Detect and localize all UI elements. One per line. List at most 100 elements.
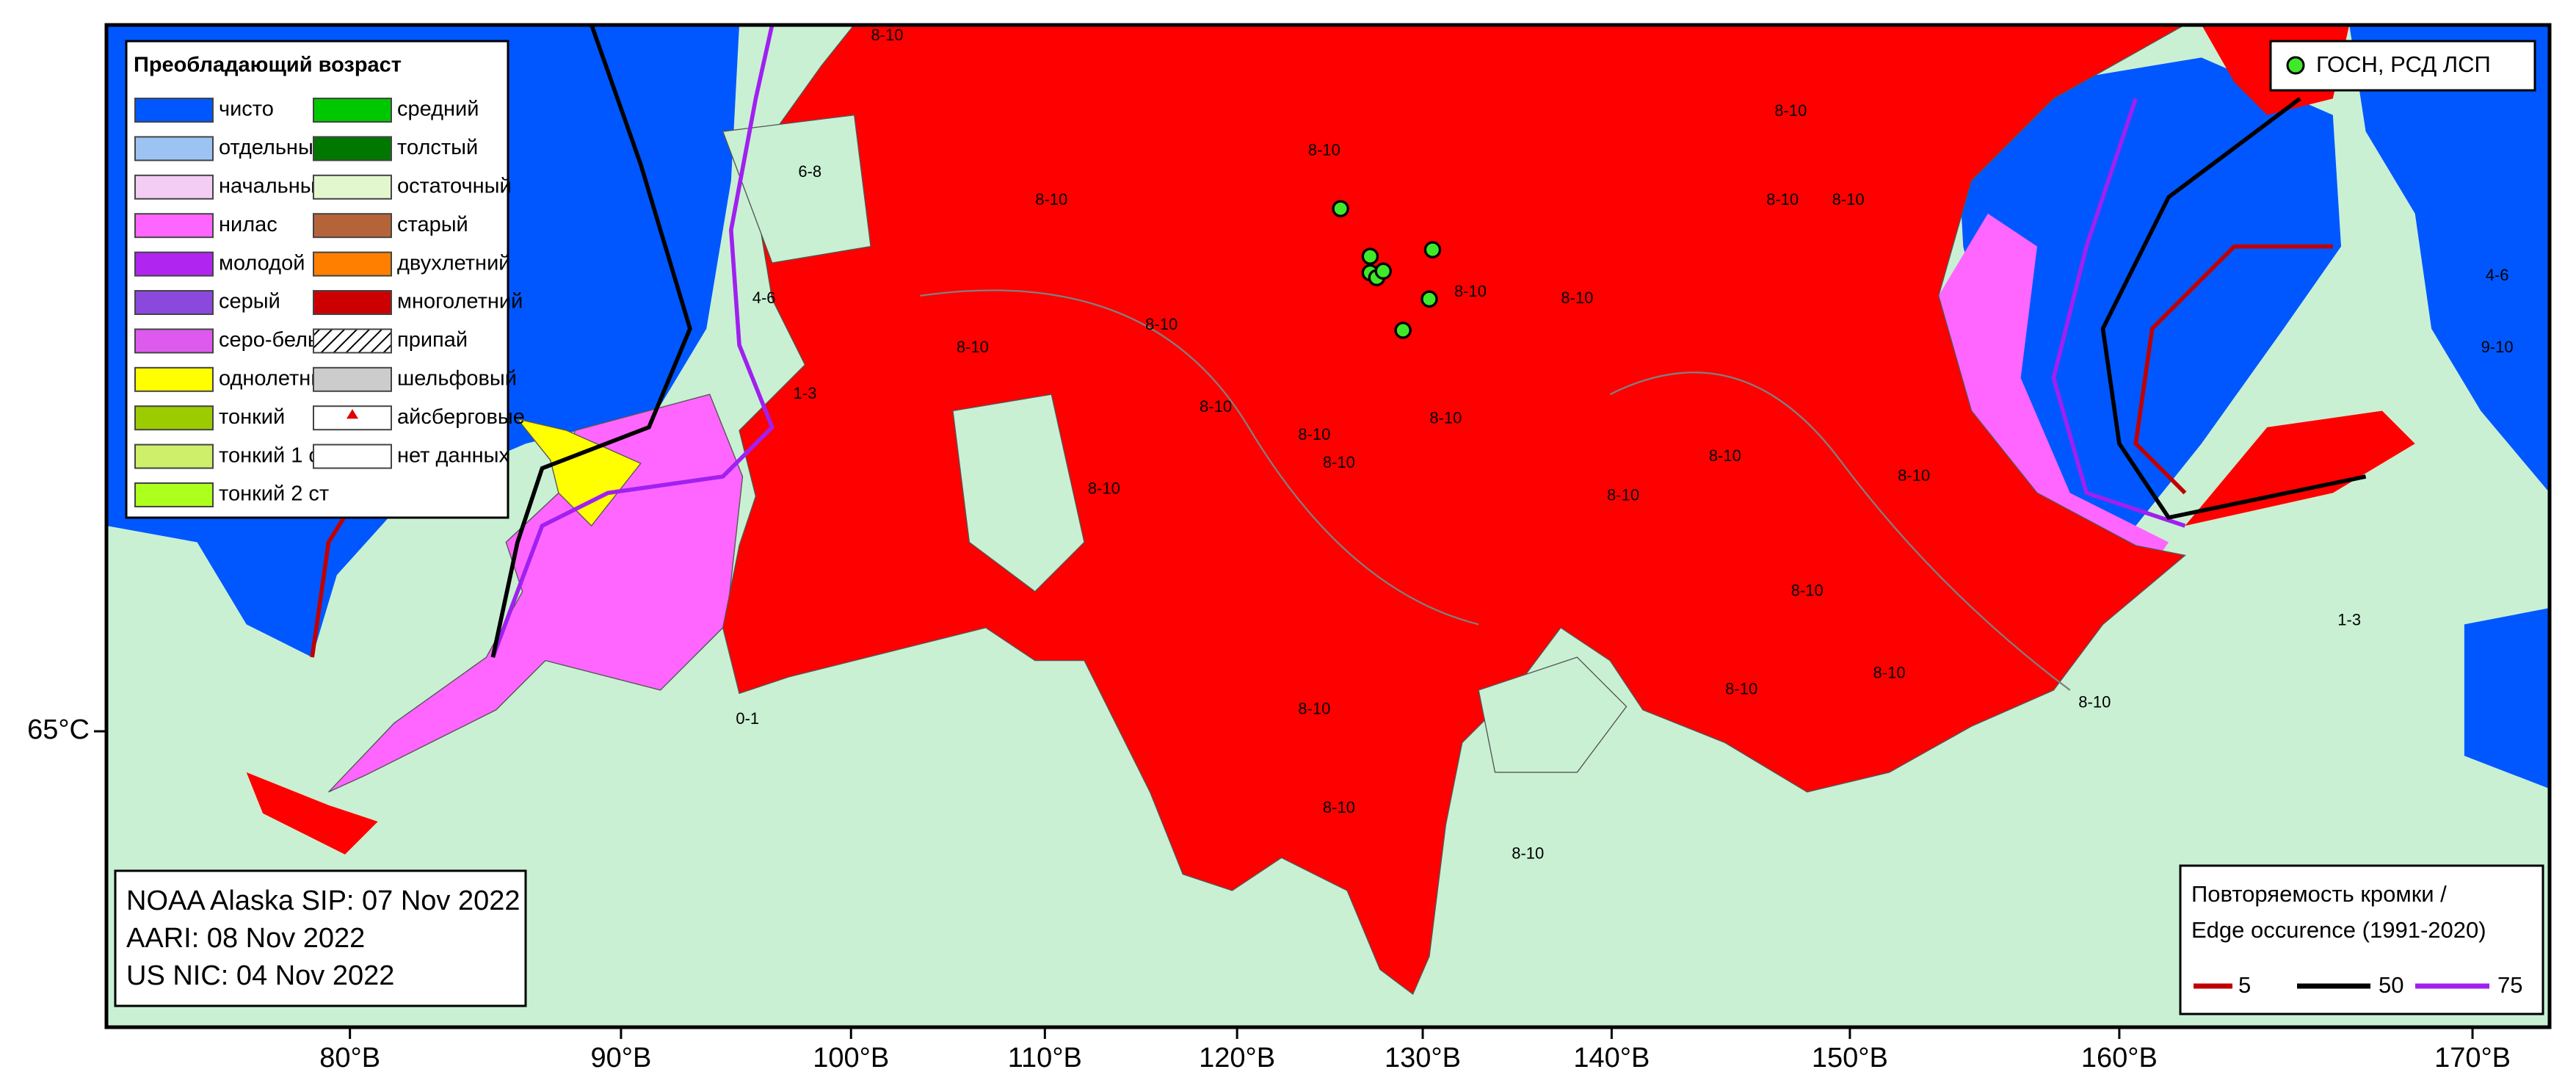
legend-label: отдельные <box>219 136 325 159</box>
legend-swatch <box>134 443 214 469</box>
legend-label: тонкий <box>219 405 285 429</box>
legend-swatch <box>134 366 214 392</box>
legend-swatch <box>134 174 214 200</box>
ice-label: 8-10 <box>1308 141 1340 159</box>
ice-label: 8-10 <box>1791 581 1824 599</box>
ice-label: 8-10 <box>1145 315 1178 333</box>
ice-label: 0-1 <box>736 709 759 728</box>
legend-label: старый <box>397 213 468 236</box>
ice-label: 8-10 <box>1454 282 1487 300</box>
legend-label: чисто <box>219 98 274 121</box>
open-water <box>2349 24 2550 493</box>
map-frame <box>104 23 2552 1029</box>
info-box: NOAA Alaska SIP: 07 Nov 2022 AARI: 08 Nov… <box>114 869 527 1007</box>
legend-label: ГОСН, РСД ЛСП <box>2316 51 2491 77</box>
legend-label: шельфовый <box>397 366 517 390</box>
lon-label: 140°В <box>1573 1043 1650 1073</box>
legend-label: начальные <box>219 174 327 198</box>
legend-swatch <box>313 213 392 239</box>
legend-label: 50 <box>2379 972 2403 998</box>
edge-legend-title: Повторяемость кромки / <box>2191 881 2447 907</box>
legend-swatch <box>134 98 214 123</box>
ice-label: 9-10 <box>2481 338 2514 356</box>
island <box>722 114 871 264</box>
station <box>1332 200 1349 217</box>
info-line: AARI: 08 Nov 2022 <box>126 923 365 954</box>
island <box>952 394 1085 593</box>
ice-label: 4-6 <box>752 289 776 307</box>
station <box>1361 247 1379 265</box>
legend-label: средний <box>397 98 479 121</box>
edge-line-75 <box>490 24 775 659</box>
lon-label: 150°В <box>1812 1043 1888 1073</box>
legend-label: серый <box>219 290 280 314</box>
info-line: NOAA Alaska SIP: 07 Nov 2022 <box>126 885 520 916</box>
legend-label: тонкий 2 ст <box>219 482 329 506</box>
station <box>1394 322 1412 339</box>
ice-label: 8-10 <box>1323 453 1355 471</box>
ice-label: 8-10 <box>1774 101 1807 120</box>
ice-label: 4-6 <box>2486 266 2509 284</box>
station <box>1421 290 1438 308</box>
legend-swatch <box>313 328 392 354</box>
legend-swatch <box>313 98 392 123</box>
station <box>1423 241 1442 258</box>
ice-labels: 8-10 8-10 8-10 8-10 8-10 8-10 8-10 8-10 8-10 8-10… <box>736 26 2513 862</box>
edge-line-75 <box>2051 98 2186 528</box>
legend-swatch <box>313 251 392 277</box>
ice-label: 8-10 <box>1766 190 1799 209</box>
legend-swatch <box>134 213 214 239</box>
ice-label: 8-10 <box>1607 486 1639 504</box>
legend-title: Преобладающий возраст <box>134 54 402 77</box>
ice-label: 8-10 <box>2078 693 2111 711</box>
legend-label: нилас <box>219 213 277 236</box>
ice-label: 8-10 <box>1429 408 1462 427</box>
ice-label: 8-10 <box>1873 663 1906 681</box>
legend-box <box>2269 40 2536 92</box>
legend-label: тонкий 1 ст <box>219 443 329 467</box>
ice-label: 8-10 <box>1323 798 1355 816</box>
lon-label: 100°В <box>813 1043 889 1073</box>
legend-swatch <box>313 174 392 200</box>
edge-legend: Повторяемость кромки / Edge occurence (19… <box>2179 864 2544 1015</box>
ice-label: 6-8 <box>798 162 821 181</box>
open-water <box>2464 608 2550 789</box>
lon-label: 110°В <box>1008 1043 1082 1073</box>
ice-label: 8-10 <box>1725 680 1757 698</box>
info-line: US NIC: 04 Nov 2022 <box>126 960 394 991</box>
ice-label: 8-10 <box>1298 425 1330 443</box>
ice-label: 8-10 <box>1298 700 1330 718</box>
legend-label: двухлетний <box>397 251 510 275</box>
ice-label: 8-10 <box>1898 466 1930 485</box>
stations <box>1332 200 1442 339</box>
isobath <box>920 289 1479 626</box>
legend-label: остаточный <box>397 174 512 198</box>
legend-label: припай <box>397 328 468 352</box>
lat-label: 65°С <box>27 714 90 745</box>
ice-label: 8-10 <box>1200 397 1232 416</box>
legend-swatch <box>313 290 392 315</box>
edge-line-5 <box>2133 244 2333 495</box>
legend-label: 75 <box>2497 972 2522 998</box>
ice-label: 8-10 <box>1512 844 1544 863</box>
nilas-area <box>1938 213 2169 592</box>
legend-box <box>2179 864 2544 1015</box>
edge-line-50 <box>490 24 692 658</box>
legend-label: многолетний <box>397 290 523 314</box>
legend-swatch <box>313 443 392 469</box>
legend-label: 5 <box>2238 972 2251 998</box>
lon-label: 160°В <box>2081 1043 2158 1073</box>
legend-swatch <box>134 251 214 277</box>
legend-swatch <box>313 136 392 162</box>
legend-swatch <box>134 328 214 354</box>
multi-year-ice <box>722 24 2186 995</box>
legend-swatch <box>313 366 392 392</box>
stations-legend: ГОСН, РСД ЛСП <box>2269 40 2536 92</box>
info-frame <box>114 869 527 1007</box>
lon-label: 170°В <box>2434 1043 2511 1073</box>
lon-label: 90°В <box>591 1043 652 1073</box>
ice-label: 8-10 <box>1832 190 1865 209</box>
iceberg-icon <box>347 409 358 419</box>
